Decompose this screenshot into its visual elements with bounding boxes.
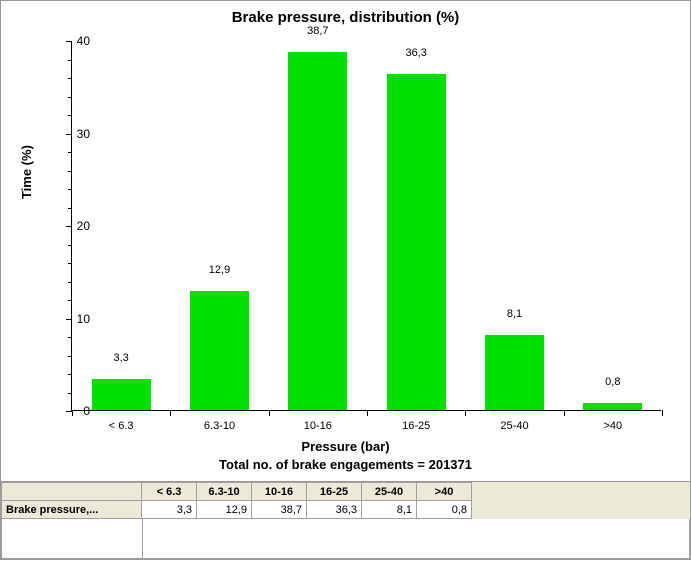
y-tick-label: 40	[60, 34, 90, 48]
table-corner	[2, 483, 142, 501]
y-tick-label: 10	[60, 312, 90, 326]
data-table-panel: < 6.36.3-1010-1616-2525-40>40 Brake pres…	[0, 482, 691, 560]
table-column-header[interactable]: 16-25	[307, 483, 362, 501]
table-cell: 8,1	[362, 501, 417, 519]
table-cell: 0,8	[417, 501, 472, 519]
bar	[583, 403, 642, 410]
table-row-header: Brake pressure,...	[2, 501, 142, 519]
table-cell: 36,3	[307, 501, 362, 519]
data-table: < 6.36.3-1010-1616-2525-40>40 Brake pres…	[1, 482, 472, 519]
table-column-header[interactable]: 10-16	[252, 483, 307, 501]
table-cell: 3,3	[142, 501, 197, 519]
bar	[485, 335, 544, 410]
bar-value-label: 0,8	[605, 376, 620, 388]
chart-subtitle: Total no. of brake engagements = 201371	[1, 457, 690, 472]
x-tick-label: 10-16	[304, 420, 332, 432]
table-empty-area	[1, 519, 690, 559]
table-column-header[interactable]: 25-40	[362, 483, 417, 501]
bar	[92, 379, 151, 410]
chart-panel: Brake pressure, distribution (%) Time (%…	[0, 0, 691, 482]
table-column-header[interactable]: >40	[417, 483, 472, 501]
y-tick-label: 20	[60, 219, 90, 233]
x-tick-label: 25-40	[500, 420, 528, 432]
x-tick-label: < 6.3	[109, 420, 134, 432]
y-tick-label: 30	[60, 127, 90, 141]
y-axis-title: Time (%)	[19, 145, 34, 199]
x-tick-label: >40	[603, 420, 622, 432]
y-tick-label: 0	[60, 404, 90, 418]
bar-value-label: 8,1	[507, 308, 522, 320]
chart-title: Brake pressure, distribution (%)	[1, 1, 690, 26]
bar-value-label: 3,3	[114, 352, 129, 364]
x-axis-title: Pressure (bar)	[1, 439, 690, 454]
bar-value-label: 38,7	[307, 25, 328, 37]
x-tick-label: 6.3-10	[204, 420, 235, 432]
bar-value-label: 12,9	[209, 264, 230, 276]
plot-area: < 6.33,36.3-1012,910-1638,716-2536,325-4…	[71, 41, 661, 411]
table-cell: 12,9	[197, 501, 252, 519]
bar	[288, 52, 347, 410]
table-column-header[interactable]: < 6.3	[142, 483, 197, 501]
bar	[387, 74, 446, 410]
table-cell: 38,7	[252, 501, 307, 519]
bar	[190, 291, 249, 410]
bar-value-label: 36,3	[405, 47, 426, 59]
x-tick-label: 16-25	[402, 420, 430, 432]
table-column-header[interactable]: 6.3-10	[197, 483, 252, 501]
